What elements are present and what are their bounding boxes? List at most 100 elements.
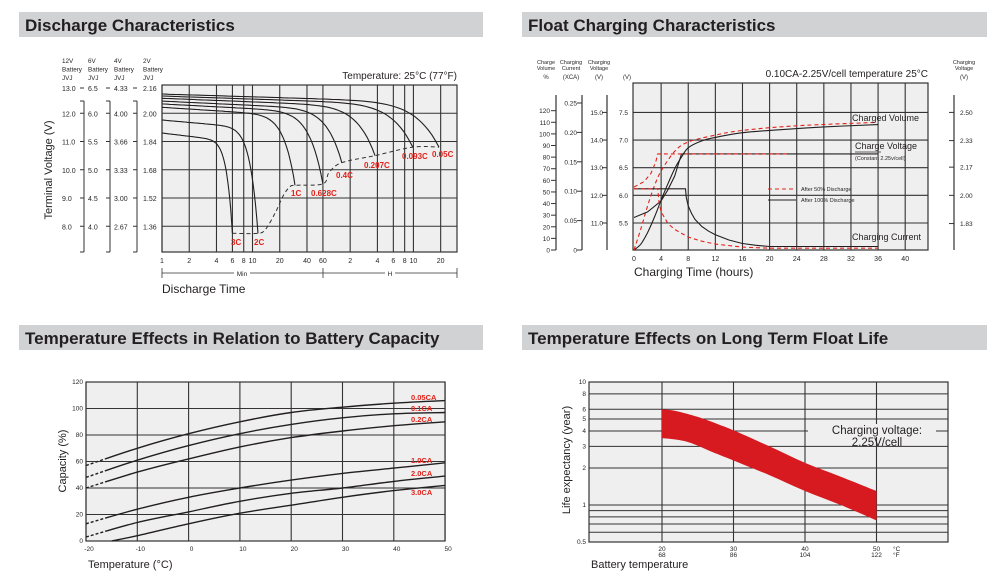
y-tick-label: 3.33: [114, 168, 128, 175]
y-tick-label: 10: [579, 379, 587, 386]
x-tick-label: 40: [393, 546, 401, 553]
y-tick-label: 0.05: [564, 218, 577, 225]
x-tick-label: 8: [686, 256, 690, 263]
y-tick-label: 60: [76, 459, 84, 466]
plot-area: [633, 83, 928, 250]
y-tick-label: 4.5: [88, 196, 98, 203]
x-tick-label: 60: [319, 258, 327, 265]
x-tick-label: 6: [230, 258, 234, 265]
y-axis-header: Charging: [560, 60, 582, 66]
x-tick-label: -20: [84, 546, 94, 553]
y-tick-label: 2.33: [960, 138, 973, 145]
plot-border: [161, 84, 458, 253]
x-tick-label: 50: [444, 546, 452, 553]
y-axis-header: Charging: [588, 60, 610, 66]
y-tick-label: 2.00: [143, 111, 157, 118]
x-tick-label-fahrenheit: 68: [658, 552, 666, 559]
discharge-curve-1C: [161, 106, 296, 186]
y-axis-header: Battery: [88, 67, 109, 74]
y-tick-label: 70: [543, 166, 551, 173]
constant-voltage-note: (Constant 2.25v/cell): [855, 156, 906, 162]
minutes-segment-label: Min: [237, 271, 248, 278]
y-tick-label: 6.5: [88, 86, 98, 93]
y-tick-label: 9.0: [62, 196, 72, 203]
y-tick-label: 1.52: [143, 196, 157, 203]
y-axis-header: 4V: [114, 58, 123, 65]
section-title: Temperature Effects on Long Term Float L…: [528, 329, 888, 348]
series-label: 0.093C: [402, 152, 428, 161]
x-tick-label: 40: [303, 258, 311, 265]
series-label: 1.0CA: [411, 456, 433, 465]
y-tick-label: 6.0: [619, 193, 628, 200]
charged-volume-label: Charged Volume: [852, 113, 919, 123]
discharge-curve-3C: [161, 132, 233, 234]
discharge-curve-0.628C: [161, 103, 324, 185]
discharge-curve-2C: [161, 119, 259, 234]
y-tick-label: 1.83: [960, 221, 973, 228]
plot-border: [588, 381, 949, 543]
charging-voltage-annotation: Charging voltage:: [832, 425, 922, 437]
y-tick-label: 10.0: [62, 168, 76, 175]
y-axis-header: JVJ: [143, 75, 154, 82]
y-tick-label: 2.67: [114, 224, 128, 231]
capacity-curve-0.2CA: [106, 421, 446, 483]
x-axis-title: Temperature (°C): [88, 559, 172, 571]
fahrenheit-unit: °F: [893, 551, 900, 559]
y-tick-label: 0.15: [564, 159, 577, 166]
discharge-curve-0.4C: [161, 100, 343, 163]
y-axis-header: Current: [562, 66, 581, 72]
x-tick-label-celsius: 50: [873, 546, 881, 553]
charging-current-50pct-curve: [634, 188, 879, 249]
y-axis-header: JVJ: [114, 75, 125, 82]
discharge-chart: 1 2 4 6 8 10 20 40 60 2 4 6 8 10 2012VBatteryJVJ13.012…: [43, 58, 458, 296]
charging-current-100pct-curve: [634, 188, 879, 248]
y-tick-label: 120: [72, 379, 83, 386]
y-axis-title: Life expectancy (year): [561, 406, 573, 514]
x-axis-title: Battery temperature: [591, 559, 688, 571]
y-tick-label: 0.10: [564, 189, 577, 196]
x-tick-label: 6: [391, 258, 395, 265]
y-tick-label: 0: [546, 248, 550, 255]
y-axis-header: JVJ: [88, 75, 99, 82]
x-tick-label: 32: [847, 256, 855, 263]
y-axis-header: 6V: [88, 58, 97, 65]
x-tick-label: 40: [901, 256, 909, 263]
x-tick-label-celsius: 40: [801, 546, 809, 553]
x-tick-label: 2: [348, 258, 352, 265]
x-tick-label: 0: [632, 256, 636, 263]
y-tick-label: 12.0: [590, 193, 603, 200]
celsius-unit: °C: [893, 545, 901, 553]
x-tick-label: 16: [739, 256, 747, 263]
y-tick-label: 80: [543, 155, 551, 162]
capacity-curve-2.0CA: [106, 475, 446, 532]
y-tick-label: 100: [539, 131, 550, 138]
y-axis-unit: (V): [960, 75, 968, 81]
y-axis-header: JVJ: [62, 75, 73, 82]
x-tick-label: 4: [659, 256, 663, 263]
y-tick-label: 60: [543, 178, 551, 185]
y-tick-label: 30: [543, 213, 551, 220]
charge-voltage-label: Charge Voltage: [855, 141, 917, 151]
y-tick-label: 1.36: [143, 224, 157, 231]
y-tick-label: 0: [573, 248, 577, 255]
y-tick-label: 40: [543, 201, 551, 208]
x-tick-label-fahrenheit: 104: [800, 552, 811, 559]
y-tick-label: 110: [540, 120, 551, 127]
y-axis-voltage-6v: (V) 5.5 6.0 6.5 7.0 7.5: [619, 75, 631, 228]
series-label: 0.2CA: [411, 415, 433, 424]
y-tick-label: 13.0: [590, 165, 603, 172]
y-tick-label: 12.0: [62, 111, 76, 118]
header-bar: [19, 12, 483, 37]
y-tick-label: 14.0: [590, 138, 603, 145]
series-label: 0.4C: [336, 171, 353, 180]
x-tick-label: 20: [766, 256, 774, 263]
y-axis-header: Voltage: [590, 66, 608, 72]
y-tick-label: 0.20: [564, 130, 577, 137]
header-bar: [522, 325, 987, 350]
charge-voltage-50pct-curve: [633, 153, 790, 188]
x-tick-label: 28: [820, 256, 828, 263]
